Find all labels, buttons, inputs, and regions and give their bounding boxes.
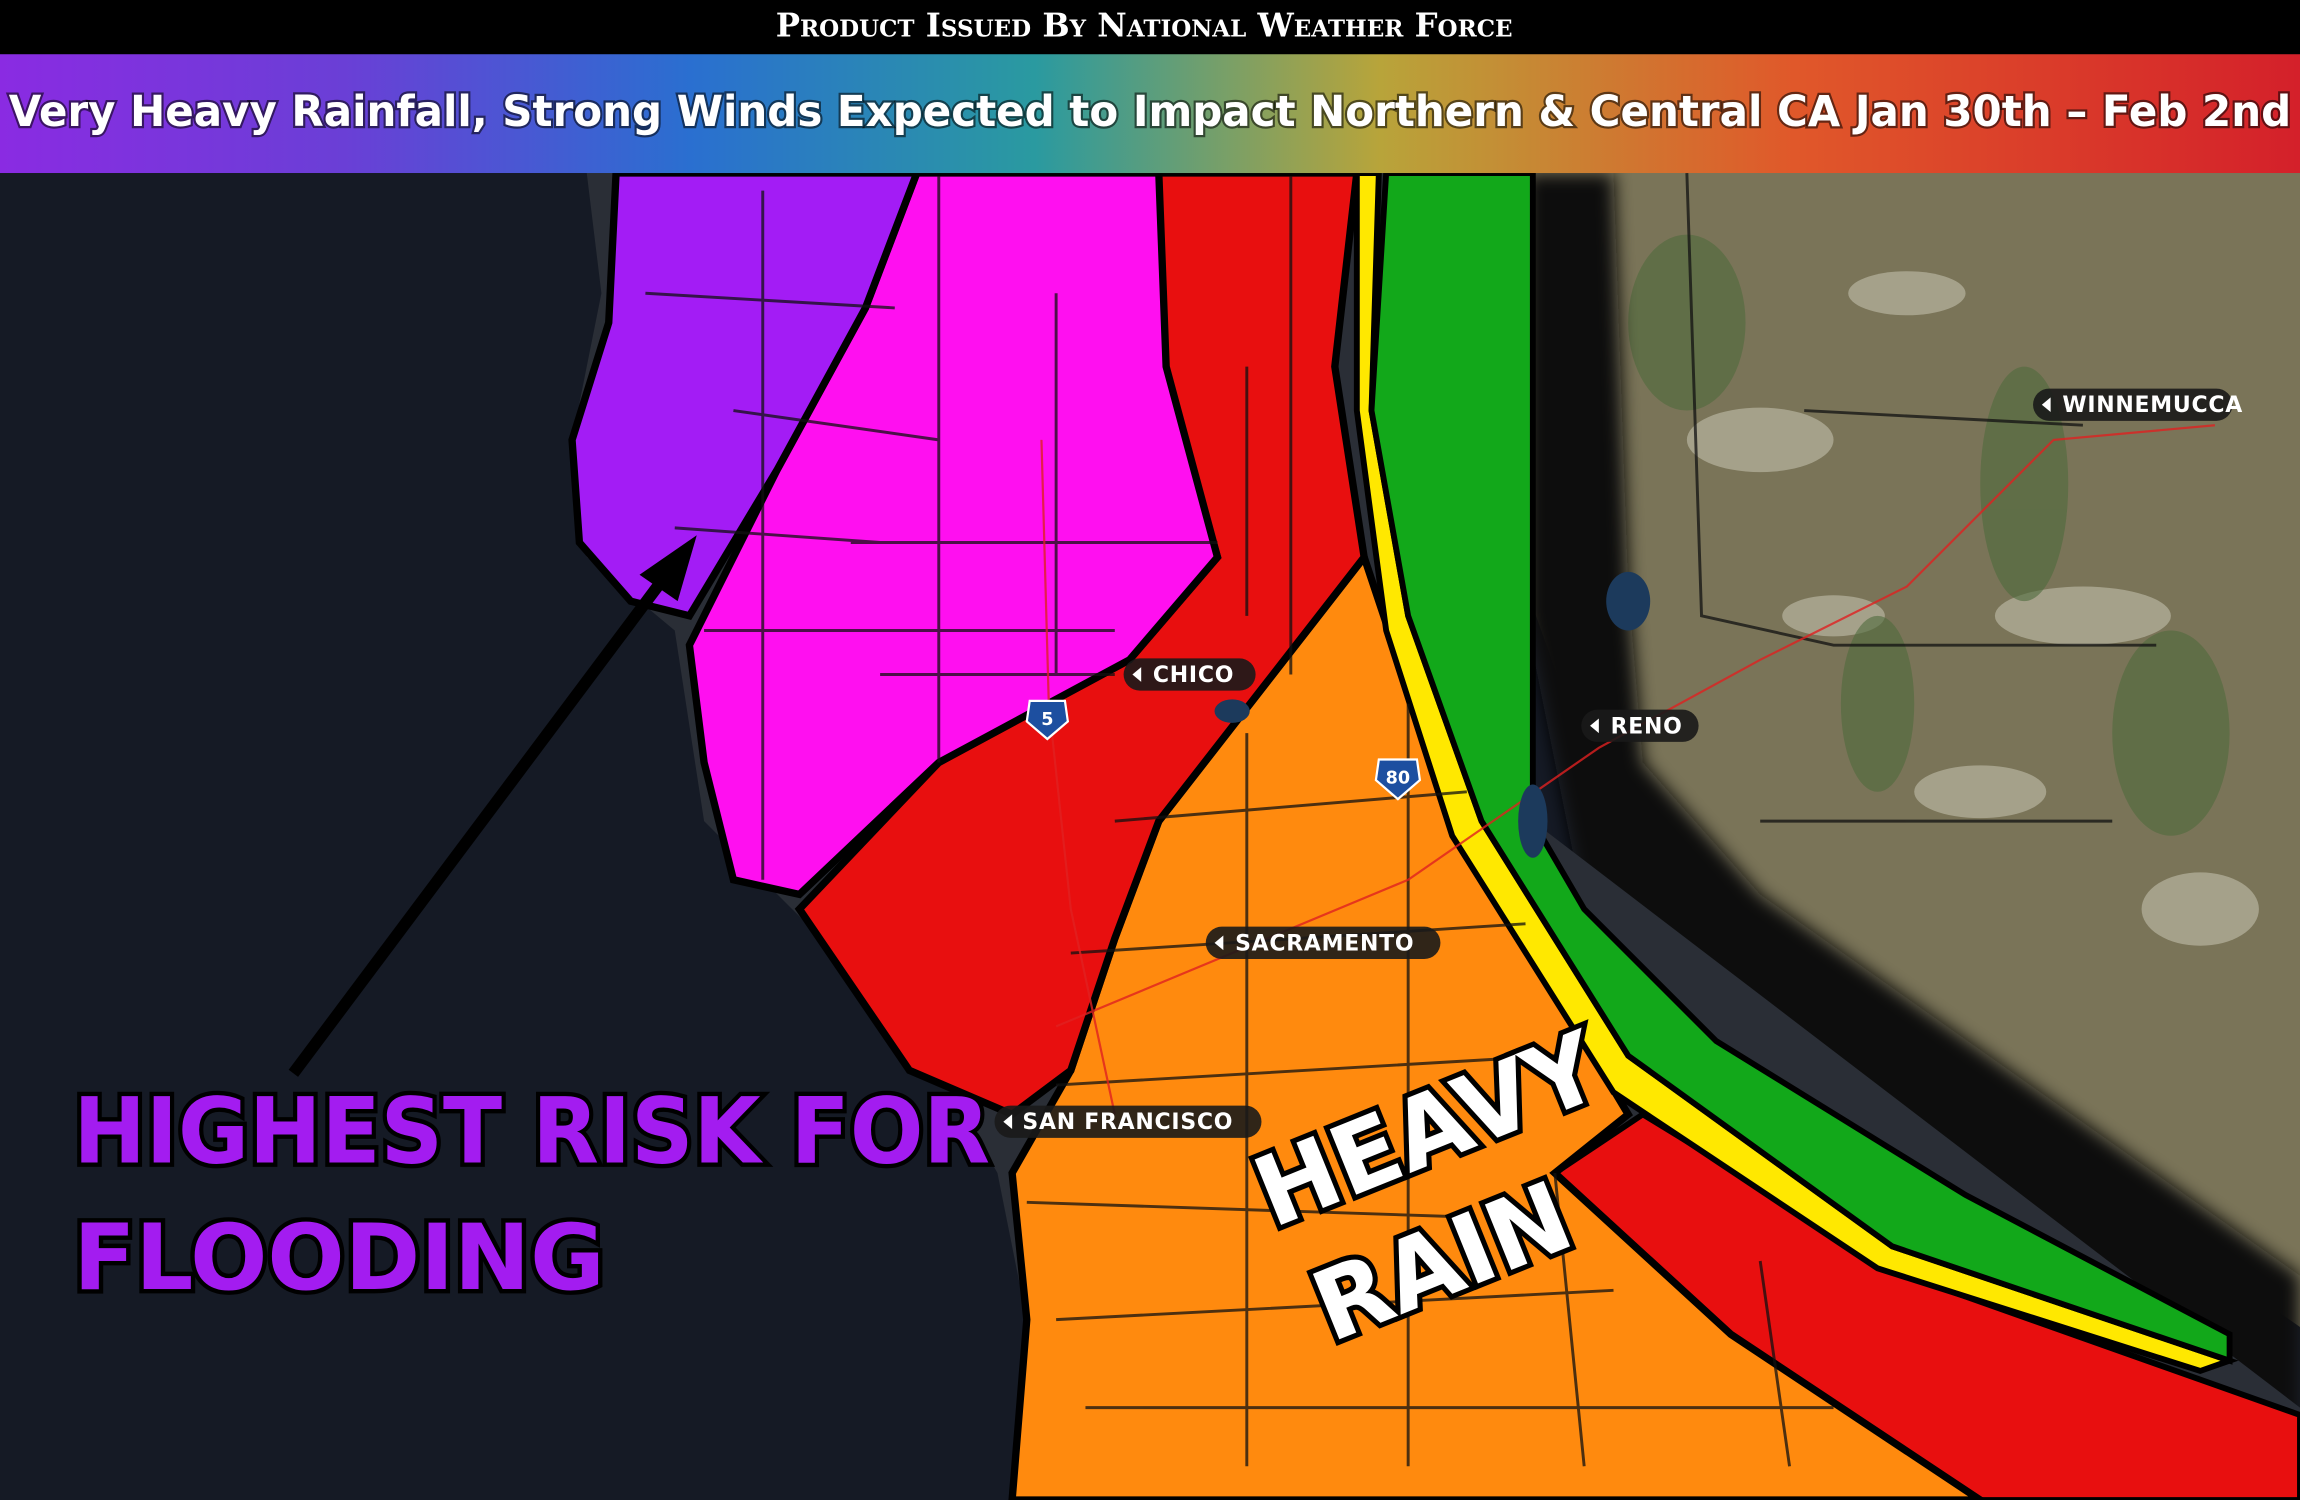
city-label: WINNEMUCCA <box>2062 393 2243 418</box>
annotation-arrow <box>288 535 697 1077</box>
terrain-ranges <box>1628 234 2230 836</box>
city-marker: CHICO <box>1123 658 1256 691</box>
flood-risk-text: FLOODING <box>73 1206 604 1311</box>
city-label: RENO <box>1611 714 1683 739</box>
highway-shield: 5 <box>1025 699 1070 741</box>
highway-shield: 80 <box>1374 758 1422 801</box>
highway-number: 5 <box>1041 710 1053 730</box>
title: Very Heavy Rainfall, Strong Winds Expect… <box>9 88 2291 137</box>
terrain-salt-flats <box>1686 271 2259 946</box>
header-bar <box>0 0 2300 55</box>
city-label: SACRAMENTO <box>1235 931 1414 956</box>
highways <box>1040 424 2216 1115</box>
city-marker: SAN FRANCISCO <box>994 1105 1262 1138</box>
city-marker: RENO <box>1581 709 1699 742</box>
shadow-band <box>1525 173 2300 1467</box>
city-marker: SACRAMENTO <box>1205 926 1441 959</box>
city-marker: WINNEMUCCA <box>2033 388 2243 421</box>
city-label: CHICO <box>1153 663 1234 688</box>
lakes <box>1214 571 1651 858</box>
highway-number: 80 <box>1386 769 1410 789</box>
city-label: SAN FRANCISCO <box>1022 1110 1233 1135</box>
flood-risk-text: HIGHEST RISK FOR <box>73 1080 990 1185</box>
title-bar <box>0 54 2300 174</box>
issuer: Product Issued By National Weather Force <box>776 6 1513 44</box>
risk-zone-purple <box>568 169 923 621</box>
